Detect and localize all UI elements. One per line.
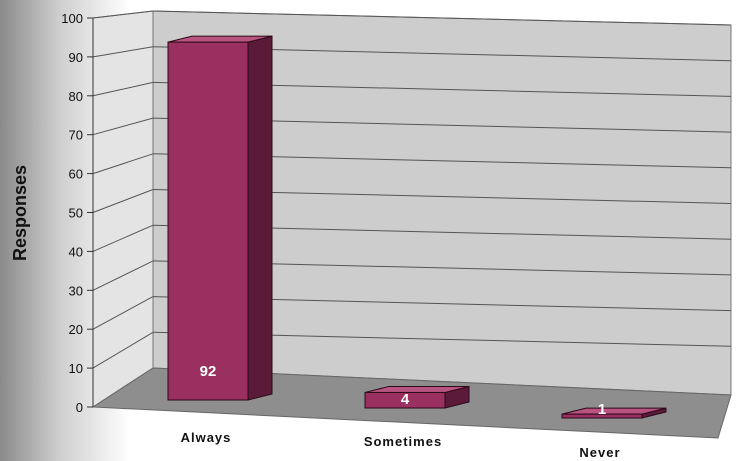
x-axis-categories: Always Sometimes Never xyxy=(181,430,620,460)
y-tick-label: 10 xyxy=(69,361,83,376)
y-tick-label: 50 xyxy=(69,206,83,221)
category-label: Sometimes xyxy=(364,434,442,449)
bar-sometimes: 4 xyxy=(364,385,470,409)
gridline-side xyxy=(92,153,154,175)
data-label: 92 xyxy=(200,363,217,380)
bar-never: 1 xyxy=(561,401,667,419)
gridline-side xyxy=(92,10,154,19)
y-tick-label: 40 xyxy=(69,244,83,259)
bar-front xyxy=(561,413,643,419)
y-tick-label: 100 xyxy=(61,11,83,26)
y-tick-label: 60 xyxy=(69,167,83,182)
gridline-side xyxy=(92,189,154,213)
y-tick-label: 30 xyxy=(69,283,83,298)
gridline-side xyxy=(92,46,154,58)
gridline-side xyxy=(92,117,154,136)
y-tick-label: 0 xyxy=(76,400,83,415)
bar-front xyxy=(167,41,249,401)
bar-always: 92 xyxy=(167,35,273,401)
y-axis-label: Responses xyxy=(10,165,30,261)
bar-side xyxy=(247,35,273,401)
gridline-side xyxy=(92,331,154,369)
category-label: Always xyxy=(181,430,232,445)
gridline-side xyxy=(92,81,154,97)
y-tick-label: 20 xyxy=(69,322,83,337)
data-label: 1 xyxy=(598,401,606,418)
gridline-side xyxy=(92,224,154,252)
category-label: Never xyxy=(579,445,620,460)
bar-front xyxy=(364,391,446,409)
y-axis: 0 10 20 30 40 50 60 70 80 90 100 xyxy=(61,11,94,415)
data-label: 4 xyxy=(401,391,410,408)
y-tick-label: 90 xyxy=(69,50,83,65)
y-tick-label: 80 xyxy=(69,89,83,104)
gridline-side xyxy=(92,260,154,291)
gridline-side xyxy=(92,296,154,330)
gridline xyxy=(152,10,732,26)
bars: 92 4 1 xyxy=(167,35,667,419)
y-tick-label: 70 xyxy=(69,128,83,143)
